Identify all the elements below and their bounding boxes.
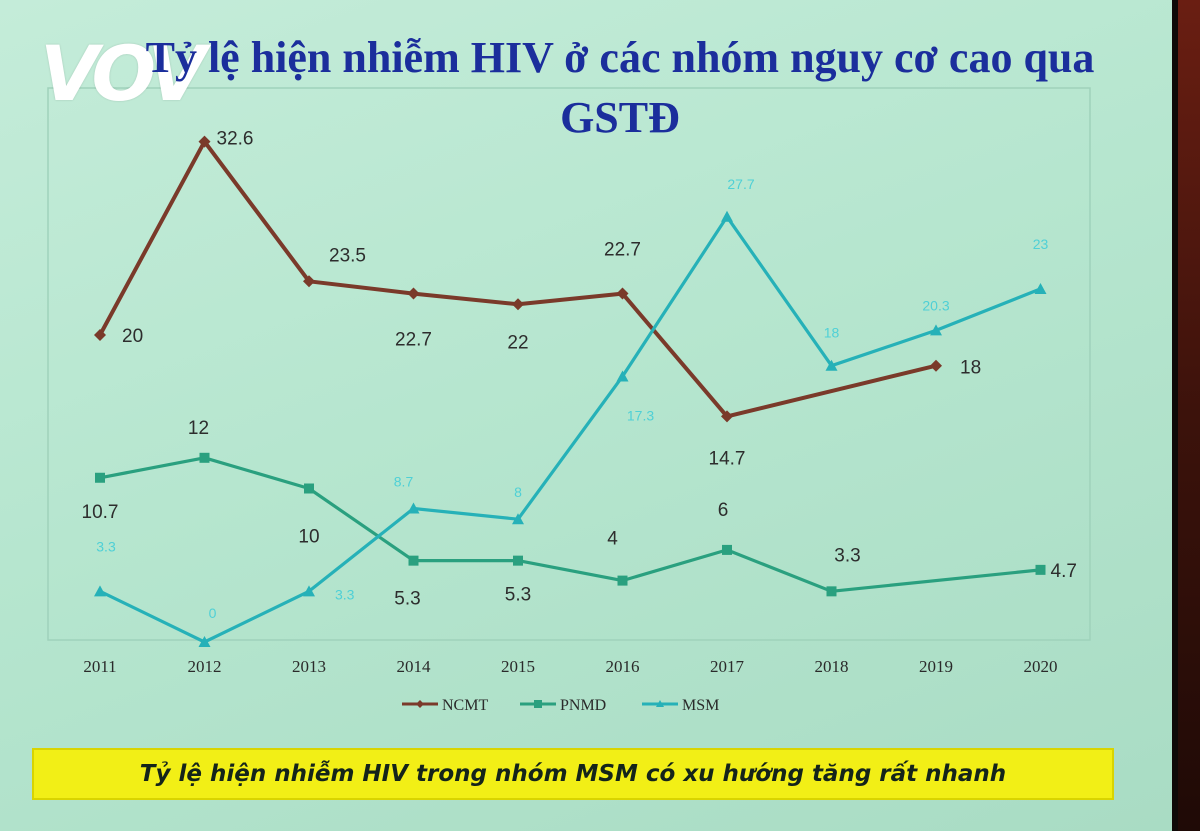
x-tick-label: 2015 <box>501 657 535 676</box>
data-label-msm: 3.3 <box>96 538 116 554</box>
data-point-pnmd <box>408 555 419 566</box>
legend-marker-msm <box>656 700 664 707</box>
series-line-ncmt <box>98 139 937 419</box>
data-label-msm: 18 <box>824 325 840 341</box>
data-label-pnmd: 4.7 <box>1051 561 1077 582</box>
data-label-ncmt: 22.7 <box>604 240 641 261</box>
data-point-ncmt <box>198 135 211 148</box>
data-point-msm <box>930 324 942 336</box>
data-label-ncmt: 23.5 <box>329 245 366 266</box>
data-point-ncmt <box>303 275 315 288</box>
data-point-ncmt <box>407 287 420 300</box>
data-point-ncmt <box>721 410 733 423</box>
data-point-ncmt <box>930 359 942 372</box>
legend-label-msm: MSM <box>682 697 719 714</box>
data-label-ncmt: 22.7 <box>395 330 432 351</box>
data-label-msm: 20.3 <box>922 297 949 313</box>
data-label-msm: 3.3 <box>335 586 355 602</box>
data-point-pnmd <box>304 483 314 494</box>
data-point-pnmd <box>1035 564 1046 575</box>
data-point-ncmt <box>616 287 629 300</box>
data-point-msm <box>616 370 629 382</box>
data-point-pnmd <box>617 575 628 586</box>
data-label-ncmt: 14.7 <box>709 448 746 469</box>
data-label-pnmd: 6 <box>718 500 729 521</box>
data-point-pnmd <box>95 472 105 483</box>
x-axis: 2011 2012 2013 2014 2015 2016 2017 2018 2019 2020 <box>83 657 1057 676</box>
data-label-pnmd: 10.7 <box>82 502 119 523</box>
x-tick-label: 2018 <box>815 657 849 676</box>
data-label-pnmd: 3.3 <box>834 545 860 566</box>
plot-border <box>47 87 1091 641</box>
chart-legend: NCMT PNMD MSM <box>402 697 719 714</box>
data-point-msm <box>198 636 211 647</box>
data-label-msm: 17.3 <box>627 407 654 423</box>
data-label-ncmt: 18 <box>960 358 981 379</box>
data-label-msm: 0 <box>209 605 217 621</box>
data-label-msm: 8 <box>514 484 522 500</box>
legend-marker-ncmt <box>416 700 424 708</box>
vov-logo: VOV <box>40 29 206 118</box>
data-label-msm: 8.7 <box>394 473 414 489</box>
slide-title: Tỷ lệ hiện nhiễm HIV ở các nhóm nguy cơ … <box>145 33 1095 142</box>
data-label-pnmd: 5.3 <box>394 589 420 610</box>
data-point-msm <box>303 585 315 597</box>
data-label-pnmd: 5.3 <box>505 585 531 606</box>
data-point-pnmd <box>722 544 732 555</box>
data-point-msm <box>407 502 420 514</box>
x-tick-label: 2011 <box>83 657 116 676</box>
legend-label-ncmt: NCMT <box>442 697 488 714</box>
data-point-pnmd <box>513 555 523 566</box>
x-tick-label: 2017 <box>710 657 745 676</box>
data-label-msm: 23 <box>1033 236 1049 252</box>
data-point-ncmt <box>94 329 106 341</box>
data-label-pnmd: 4 <box>607 529 618 550</box>
x-tick-label: 2014 <box>397 657 432 676</box>
hiv-prevalence-line-chart: 2011 2012 2013 2014 2015 2016 2017 2018 2019 2020… <box>47 87 1091 714</box>
series-line-msm <box>99 215 1042 644</box>
series-line-pnmd <box>99 456 1041 593</box>
series-layer <box>94 135 1047 647</box>
data-point-msm <box>94 585 106 597</box>
data-label-pnmd: 12 <box>188 418 209 439</box>
data-point-ncmt <box>512 298 524 311</box>
x-tick-label: 2019 <box>919 657 953 676</box>
slide-frame-edge <box>1178 0 1200 831</box>
x-tick-label: 2020 <box>1024 657 1058 676</box>
x-tick-label: 2013 <box>292 657 326 676</box>
data-point-msm <box>512 513 524 525</box>
data-label-ncmt: 20 <box>122 326 143 347</box>
data-point-msm <box>721 210 733 222</box>
data-point-msm <box>1034 282 1047 294</box>
legend-marker-pnmd <box>534 700 542 708</box>
data-label-ncmt: 22 <box>507 332 528 353</box>
data-label-ncmt: 32.6 <box>217 129 254 150</box>
data-labels-layer: 20 32.6 23.5 22.7 22 22.7 14.7 18 10.7 12 10 5.3 5.3… <box>82 129 1077 621</box>
data-point-pnmd <box>199 452 210 463</box>
data-label-msm: 27.7 <box>727 176 754 192</box>
legend-label-pnmd: PNMD <box>560 697 606 714</box>
data-point-pnmd <box>826 586 837 597</box>
data-label-pnmd: 10 <box>298 527 319 548</box>
plot-area <box>47 87 1091 641</box>
highlight-banner: Tỷ lệ hiện nhiễm HIV trong nhóm MSM có x… <box>32 748 1114 800</box>
x-tick-label: 2016 <box>606 657 640 676</box>
data-point-msm <box>825 359 838 371</box>
x-tick-label: 2012 <box>188 657 222 676</box>
